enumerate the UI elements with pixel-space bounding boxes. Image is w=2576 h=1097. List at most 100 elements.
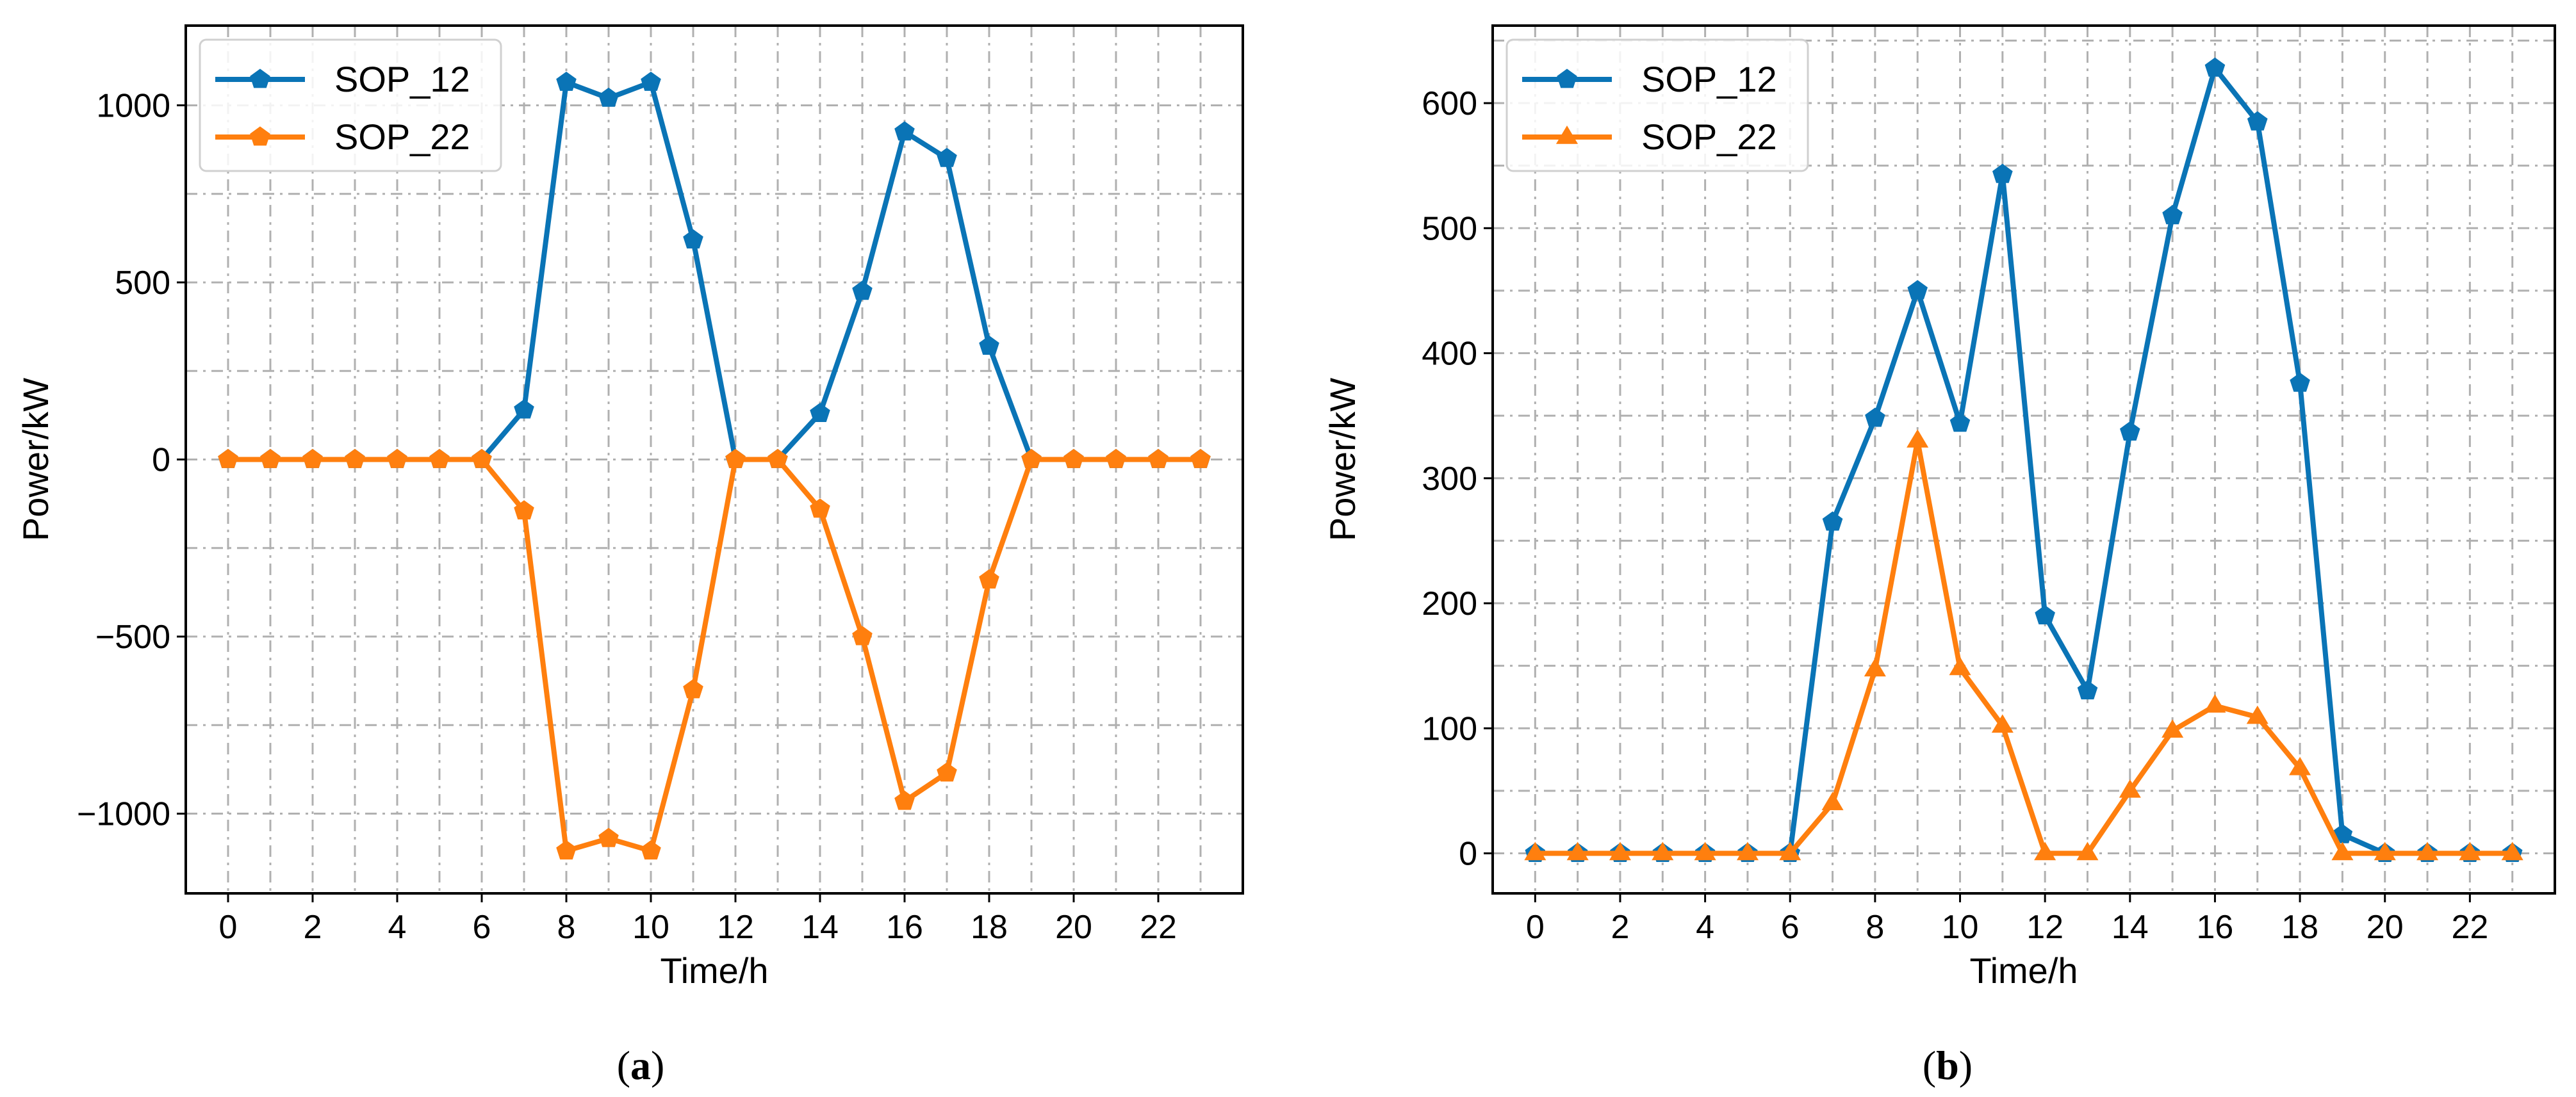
x-tick-label: 4 [1696,909,1714,946]
data-point [1865,407,1885,427]
data-point [894,121,915,141]
y-tick-label: 300 [1422,460,1477,498]
series-sop-22 [218,448,1211,860]
data-point [2076,841,2099,861]
panel-b: 0 2 4 6 8 10 12 14 16 18 20 22 0 100 200 300 400 500 600 SO… [1322,24,2556,1088]
data-point [1907,429,1929,448]
data-point [2162,719,2184,738]
data-point [1991,714,2014,733]
series-sop-22 [1524,429,2523,861]
x-tick-label: 20 [2367,909,2404,946]
x-tick-label: 4 [388,909,407,946]
x-tick-label: 8 [557,909,576,946]
y-tick-label: 1000 [96,87,170,124]
x-tick-label: 16 [2197,909,2234,946]
data-point [937,147,957,167]
data-point [683,229,703,248]
data-point [2501,841,2523,861]
data-point [218,448,238,468]
data-point [387,448,407,468]
x-tick-label: 18 [971,909,1008,946]
x-tick-label: 2 [304,909,322,946]
data-point [810,402,830,422]
x-axis-title: Time/h [660,950,768,991]
data-point [767,448,788,468]
data-point [598,827,619,847]
x-tick-label: 6 [1781,909,1800,946]
data-point [683,679,703,699]
x-tick-label: 14 [2112,909,2149,946]
x-tick-label: 10 [1942,909,1979,946]
data-point [514,399,534,419]
data-point [1822,511,1843,531]
y-tick-label: 100 [1422,710,1477,747]
x-tick-label: 14 [801,909,839,946]
panel-a: 0 2 4 6 8 10 12 14 16 18 20 22 −1000 −500 0 500 1000 SOP_… [15,24,1244,1088]
data-point [979,335,999,355]
x-tick-label: 0 [1526,909,1545,946]
legend: SOP_12 SOP_22 [199,38,502,172]
legend-label: SOP_12 [1641,59,1777,99]
data-point [1864,658,1886,677]
data-point [2077,680,2098,700]
data-point [1652,841,1674,861]
y-axis-title: Power/kW [1322,378,1363,541]
data-point [472,448,492,468]
data-point [1949,412,1971,432]
data-point [2120,421,2140,441]
data-point [2204,57,2226,77]
panel-caption: (a) [617,1043,665,1088]
caption-close: ) [1959,1043,1973,1088]
data-point [852,626,873,646]
legend-marker [1557,69,1577,88]
x-tick-label: 12 [717,909,754,946]
data-point [852,280,873,300]
data-point [598,87,619,107]
caption-open: ( [1923,1043,1936,1088]
axes-frame [1491,24,2556,895]
data-point [2119,779,2141,798]
data-point [810,498,830,518]
y-tick-label: 200 [1422,585,1477,622]
y-tick-label: 0 [152,442,170,479]
data-point [1821,792,1844,811]
data-point [979,569,999,589]
data-point [641,71,661,91]
x-tick-label: 6 [473,909,491,946]
data-point [2204,694,2226,713]
data-point [641,840,661,860]
data-point [2374,841,2396,861]
data-point [1609,841,1631,861]
x-axis-title: Time/h [1969,950,2078,991]
data-point [1736,841,1759,861]
caption-letter: b [1936,1043,1959,1088]
data-point [2331,841,2354,861]
caption-letter: a [630,1043,651,1088]
caption-close: ) [651,1043,664,1088]
legend-marker [250,69,270,88]
y-tick-label: 600 [1422,85,1477,122]
data-point [1694,841,1716,861]
data-point [1992,163,2013,183]
legend-marker [1555,126,1579,144]
legend-marker [250,126,270,146]
data-point [2247,111,2268,131]
x-tick-label: 18 [2281,909,2318,946]
x-tick-label: 20 [1055,909,1092,946]
legend-label: SOP_12 [334,59,470,99]
x-tick-label: 8 [1866,909,1884,946]
data-point [429,448,450,468]
panel-caption: (b) [1923,1043,1973,1088]
data-point [1106,448,1126,468]
data-point [2034,841,2056,861]
x-tick-label: 10 [632,909,669,946]
legend-label: SOP_22 [1641,117,1777,157]
data-point [2035,605,2055,624]
legend: SOP_12 SOP_22 [1505,38,1809,172]
data-point [514,500,534,520]
x-tick-label: 2 [1611,909,1629,946]
data-point [1949,656,1971,676]
series-line [1535,438,2513,856]
x-tick-label: 22 [2451,909,2488,946]
